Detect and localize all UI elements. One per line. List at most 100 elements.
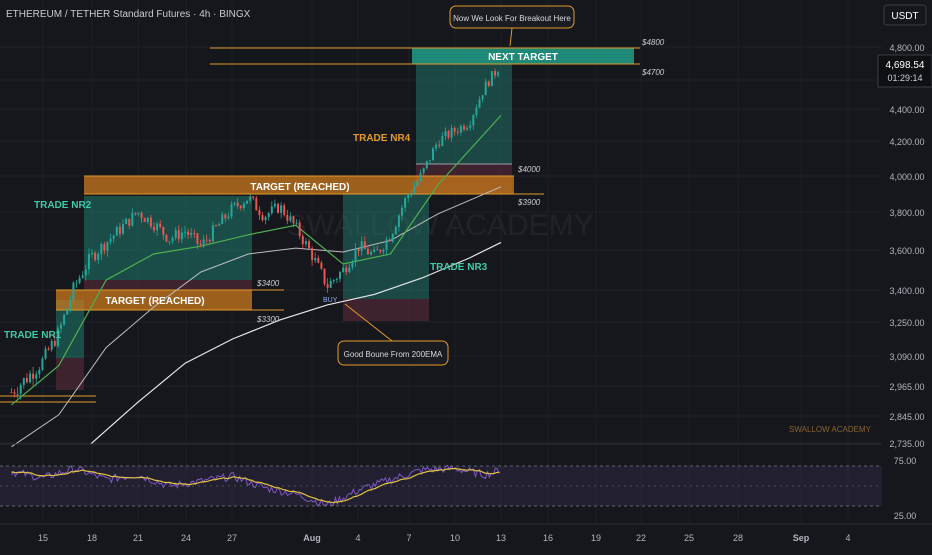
candle-body: [255, 198, 258, 211]
time-tick-label: 4: [355, 533, 360, 543]
candle-body: [407, 195, 410, 199]
candle-body: [335, 278, 338, 280]
candle-body: [401, 207, 404, 216]
candle-body: [258, 210, 261, 216]
price-tick-label: 3,400.00: [889, 286, 924, 296]
candle-body: [66, 308, 69, 315]
candle-body: [391, 234, 394, 242]
candle-body: [481, 95, 484, 100]
candle-body: [134, 212, 137, 215]
candle-body: [261, 215, 264, 221]
candle-body: [122, 224, 125, 234]
level-label-3900: $3900: [517, 198, 541, 207]
buy-marker: BUY: [323, 297, 338, 304]
candle-body: [419, 172, 422, 181]
candle-body: [370, 251, 373, 255]
profit-zone-nr2: [84, 196, 252, 280]
candle-body: [428, 160, 431, 162]
candle-body: [153, 226, 156, 231]
candles: [10, 68, 500, 400]
candle-body: [84, 269, 87, 276]
candle-body: [298, 222, 301, 237]
callout-bottom-box: [337, 340, 449, 366]
candle-body: [301, 236, 304, 245]
level-label-4700: $4700: [641, 68, 665, 77]
ema-slow-line: [90, 241, 502, 445]
time-tick-label: 18: [87, 533, 97, 543]
candle-body: [385, 239, 388, 251]
candle-body: [329, 280, 332, 288]
time-tick-label: 16: [543, 533, 553, 543]
countdown-label: 01:29:14: [887, 73, 922, 83]
candle-body: [19, 385, 22, 394]
candle-body: [394, 227, 397, 235]
candle-body: [345, 267, 348, 273]
candle-body: [115, 226, 118, 236]
callout-top[interactable]: Now We Look For Breakout Here: [449, 5, 575, 47]
candle-body: [196, 233, 199, 244]
candle-body: [332, 279, 335, 281]
candle-body: [165, 234, 168, 242]
candle-body: [190, 233, 193, 235]
candle-body: [320, 262, 323, 269]
candle-body: [354, 248, 357, 262]
price-tick-label: 3,600.00: [889, 246, 924, 256]
candle-body: [125, 218, 128, 225]
ema-fast-line: [11, 114, 502, 406]
next-target-zone: [412, 48, 634, 64]
price-axis-bg: [882, 0, 932, 550]
candle-body: [233, 202, 236, 205]
candle-body: [156, 223, 159, 231]
candle-body: [292, 216, 295, 224]
rsi-line: [10, 464, 500, 507]
candle-body: [283, 205, 286, 215]
candle-body: [494, 71, 497, 76]
target-reached-label-2: TARGET (REACHED): [250, 182, 349, 193]
candle-body: [342, 267, 345, 273]
level-label-4800: $4800: [641, 38, 665, 47]
candle-body: [230, 204, 233, 217]
candle-body: [218, 223, 221, 226]
candle-body: [413, 185, 416, 194]
candle-body: [202, 239, 205, 246]
candle-body: [215, 225, 218, 227]
rsi-band-fill: [0, 466, 882, 506]
moving-averages: [11, 114, 502, 448]
candle-body: [78, 277, 81, 283]
candle-body: [314, 258, 317, 261]
candle-body: [252, 196, 255, 199]
candle-body: [128, 218, 131, 226]
candle-body: [295, 222, 298, 224]
rsi-tick-25: 25.00: [894, 511, 917, 521]
price-tick-label: 4,400.00: [889, 105, 924, 115]
candle-body: [211, 225, 214, 242]
candle-body: [94, 252, 97, 260]
candle-body: [267, 213, 270, 217]
candle-body: [140, 212, 143, 219]
trade-nr2-label: TRADE NR2: [34, 200, 92, 211]
price-tick-label: 2,845.00: [889, 412, 924, 422]
time-tick-label: 15: [38, 533, 48, 543]
candle-body: [422, 167, 425, 173]
candle-body: [221, 214, 224, 224]
candle-body: [38, 369, 41, 375]
trade-nr3-label: TRADE NR3: [430, 262, 488, 273]
candle-body: [100, 243, 103, 255]
candle-body: [416, 180, 419, 186]
brand-footer-text: SWALLOW ACADEMY: [789, 425, 872, 434]
level-label-3300: $3300: [256, 315, 280, 324]
callout-top-pointer: [509, 27, 513, 47]
price-tick-label: 4,000.00: [889, 172, 924, 182]
candle-body: [50, 340, 53, 350]
currency-button-box: [883, 4, 927, 26]
trade-zones: [0, 47, 640, 403]
callout-bottom[interactable]: Good Boune From 200EMA: [337, 303, 449, 366]
time-axis[interactable]: 15 18 21 24 27 Aug 4 7 10 13 16 19 22 25 28 Sep 4: [0, 523, 932, 543]
candle-body: [109, 238, 112, 242]
currency-button[interactable]: USDT: [883, 4, 927, 26]
candle-body: [404, 198, 407, 208]
candle-body: [304, 241, 307, 245]
price-axis[interactable]: 4,800.004,600.004,400.004,200.004,000.00…: [877, 0, 932, 550]
candle-body: [106, 241, 109, 251]
